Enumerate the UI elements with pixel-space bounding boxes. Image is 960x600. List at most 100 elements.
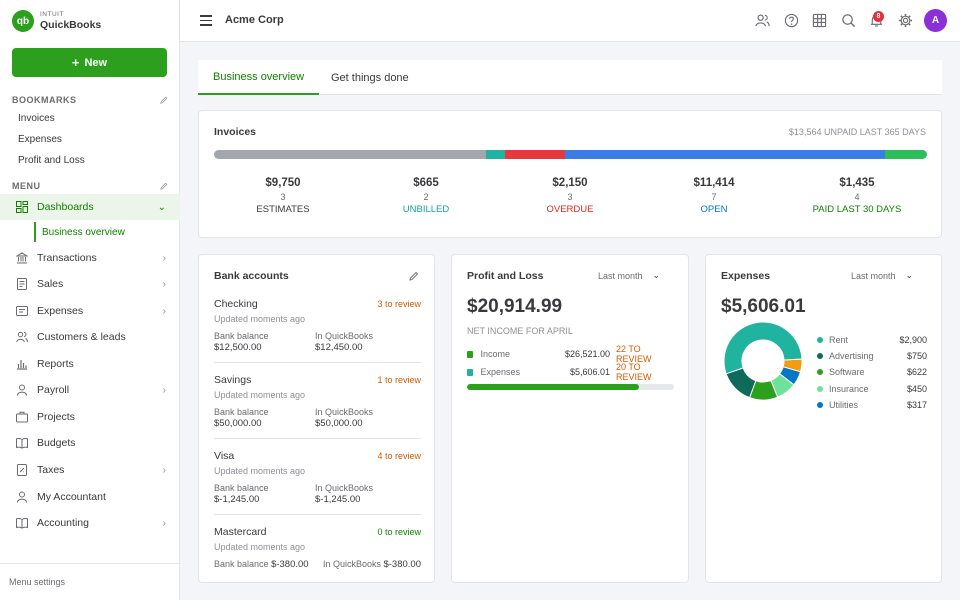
sidebar-item-label: Sales bbox=[37, 278, 64, 290]
tab-business-overview[interactable]: Business overview bbox=[198, 60, 320, 95]
expenses-total-amount: $5,606.01 bbox=[721, 296, 806, 317]
sidebar-item-sales[interactable]: Sales › bbox=[0, 271, 180, 297]
hamburger-menu-icon[interactable] bbox=[200, 15, 212, 26]
bank-accounts-title[interactable]: Bank accounts bbox=[214, 270, 289, 282]
sidebar-item-customers-leads[interactable]: Customers & leads bbox=[0, 324, 180, 350]
expense-legend-advertising[interactable]: Advertising $750 bbox=[817, 351, 927, 361]
bank-account-visa[interactable]: Visa 4 to review Updated moments ago Ban… bbox=[214, 450, 421, 505]
sidebar-item-taxes[interactable]: Taxes › bbox=[0, 457, 180, 483]
bank-accounts-card: Bank accounts Checking 3 to review Updat… bbox=[198, 254, 435, 583]
contacts-icon[interactable] bbox=[755, 13, 770, 28]
search-icon[interactable] bbox=[841, 13, 856, 28]
menu-heading: MENU bbox=[12, 181, 168, 191]
bank-review-link[interactable]: 1 to review bbox=[377, 375, 421, 385]
net-income-label: NET INCOME FOR APRIL bbox=[467, 326, 573, 336]
pl-review-link[interactable]: 22 TO REVIEW bbox=[615, 344, 652, 364]
chevron-down-icon: ⌄ bbox=[157, 201, 166, 213]
donut-slice-rent[interactable] bbox=[723, 321, 803, 375]
chevron-down-icon: ⌄ bbox=[905, 270, 914, 280]
invoices-title[interactable]: Invoices bbox=[214, 126, 257, 138]
notification-badge: 8 bbox=[873, 11, 884, 22]
bank-balance-label: Bank balance bbox=[214, 483, 269, 493]
bank-review-link[interactable]: 3 to review bbox=[377, 299, 421, 309]
sidebar-item-dashboards[interactable]: Dashboards ⌄ bbox=[0, 194, 180, 220]
chevron-down-icon: ⌄ bbox=[652, 270, 661, 280]
legend-amount: $450 bbox=[906, 384, 927, 394]
bookmarks-heading: BOOKMARKS bbox=[12, 95, 168, 105]
pl-period-value: Last month bbox=[598, 270, 643, 281]
invoice-stat-label: OVERDUE bbox=[546, 204, 594, 215]
invoice-stat-overdue[interactable]: $2,150 3 OVERDUE bbox=[500, 177, 640, 215]
apps-grid-icon[interactable] bbox=[812, 13, 827, 28]
invoice-stat-open[interactable]: $11,414 7 OPEN bbox=[644, 177, 784, 215]
sidebar-item-transactions[interactable]: Transactions › bbox=[0, 245, 180, 271]
sidebar-item-budgets[interactable]: Budgets bbox=[0, 430, 180, 456]
quickbooks-logo[interactable]: qb INTUIT QuickBooks bbox=[12, 10, 101, 32]
chevron-right-icon: › bbox=[162, 384, 166, 396]
edit-menu-pencil-icon[interactable] bbox=[160, 182, 168, 190]
sidebar-item-reports[interactable]: Reports bbox=[0, 351, 180, 377]
quickbooks-balance-value: $12,450.00 bbox=[315, 342, 363, 353]
bank-balance-value: $-380.00 bbox=[271, 559, 309, 570]
expenses-period-dropdown[interactable]: Last month ⌄ bbox=[851, 270, 913, 281]
gear-icon[interactable] bbox=[898, 13, 913, 28]
invoice-bar-segment bbox=[504, 150, 566, 159]
sidebar-item-expenses[interactable]: Expenses › bbox=[0, 298, 180, 324]
bookmark-profit-and-loss[interactable]: Profit and Loss bbox=[18, 155, 85, 166]
bank-account-checking[interactable]: Checking 3 to review Updated moments ago… bbox=[214, 298, 421, 353]
bank-review-link[interactable]: 4 to review bbox=[377, 451, 421, 461]
edit-pencil-icon[interactable] bbox=[409, 271, 419, 281]
bank-updated-text: Updated moments ago bbox=[214, 390, 306, 400]
menu-settings-link[interactable]: Menu settings bbox=[0, 563, 180, 587]
pl-income-row[interactable]: Income $26,521.00 22 TO REVIEW bbox=[467, 344, 674, 364]
sidebar-item-my-accountant[interactable]: My Accountant bbox=[0, 484, 180, 510]
expense-legend-utilities[interactable]: Utilities $317 bbox=[817, 400, 927, 410]
pl-review-link[interactable]: 20 TO REVIEW bbox=[615, 362, 652, 382]
payroll-icon bbox=[15, 384, 28, 397]
pl-period-dropdown[interactable]: Last month ⌄ bbox=[598, 270, 660, 281]
profit-and-loss-title[interactable]: Profit and Loss bbox=[467, 270, 544, 282]
bank-account-mastercard[interactable]: Mastercard 0 to review Updated moments a… bbox=[214, 526, 421, 570]
pl-expenses-row[interactable]: Expenses $5,606.01 20 TO REVIEW bbox=[467, 362, 674, 382]
company-name: Acme Corp bbox=[225, 14, 284, 26]
tab-get-things-done[interactable]: Get things done bbox=[331, 71, 409, 84]
legend-dot bbox=[817, 353, 823, 359]
expense-legend-software[interactable]: Software $622 bbox=[817, 367, 927, 377]
bank-icon bbox=[15, 252, 28, 265]
sidebar-item-accounting[interactable]: Accounting › bbox=[0, 510, 180, 536]
invoice-stat-count: 4 bbox=[854, 192, 860, 202]
help-icon[interactable] bbox=[784, 13, 799, 28]
sidebar: qb INTUIT QuickBooks + New BOOKMARKS Inv… bbox=[0, 0, 180, 600]
plus-icon: + bbox=[71, 55, 80, 70]
invoice-stat-count: 3 bbox=[567, 192, 573, 202]
user-avatar[interactable]: A bbox=[924, 9, 947, 32]
invoice-bar-segment bbox=[565, 150, 885, 159]
new-button[interactable]: + New bbox=[12, 48, 167, 77]
edit-bookmarks-pencil-icon[interactable] bbox=[160, 96, 168, 104]
sidebar-item-label: Transactions bbox=[37, 252, 97, 264]
bookmark-invoices[interactable]: Invoices bbox=[18, 113, 55, 124]
expense-legend-rent[interactable]: Rent $2,900 bbox=[817, 335, 927, 345]
expenses-title[interactable]: Expenses bbox=[721, 270, 771, 282]
sidebar-subitem-business-overview[interactable]: Business overview bbox=[34, 222, 180, 242]
legend-dot bbox=[817, 402, 823, 408]
pl-row-amount: $26,521.00 bbox=[564, 349, 610, 359]
top-bar: Acme Corp 8 A bbox=[180, 0, 960, 42]
invoice-stat-unbilled[interactable]: $665 2 UNBILLED bbox=[356, 177, 496, 215]
invoice-stat-amount: $9,750 bbox=[265, 177, 301, 189]
invoice-stat-estimates[interactable]: $9,750 3 ESTIMATES bbox=[213, 177, 353, 215]
logo-quickbooks-text: QuickBooks bbox=[40, 18, 102, 31]
expense-legend-insurance[interactable]: Insurance $450 bbox=[817, 384, 927, 394]
expenses-donut-chart[interactable] bbox=[723, 321, 803, 401]
sidebar-item-payroll[interactable]: Payroll › bbox=[0, 377, 180, 403]
pl-row-name: Income bbox=[480, 349, 510, 359]
sidebar-item-label: Dashboards bbox=[37, 201, 94, 213]
bank-review-link[interactable]: 0 to review bbox=[377, 527, 421, 537]
bookmark-expenses[interactable]: Expenses bbox=[18, 134, 62, 145]
pl-progress-fill bbox=[467, 384, 639, 390]
sidebar-item-projects[interactable]: Projects bbox=[0, 404, 180, 430]
legend-name: Utilities bbox=[829, 400, 859, 410]
invoice-stat-paid[interactable]: $1,435 4 PAID LAST 30 DAYS bbox=[787, 177, 927, 215]
bank-account-savings[interactable]: Savings 1 to review Updated moments ago … bbox=[214, 374, 421, 429]
dashboard-icon bbox=[15, 201, 28, 214]
